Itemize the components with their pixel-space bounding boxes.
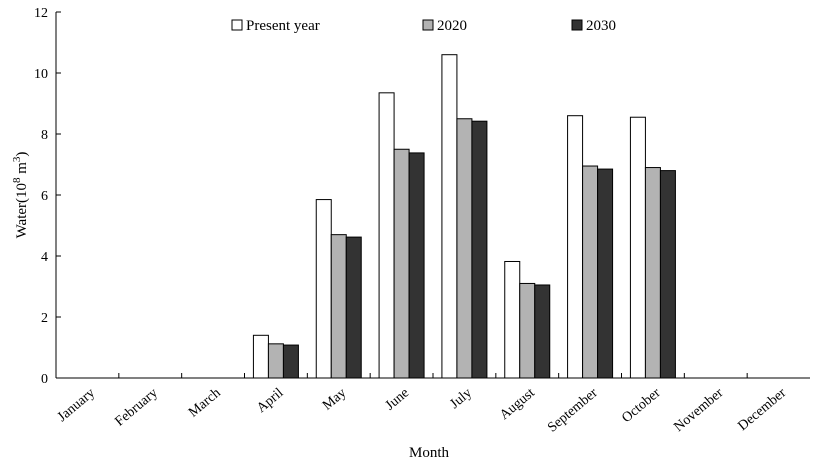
x-tick-label: June <box>383 386 412 414</box>
bar <box>393 148 410 379</box>
bar <box>471 120 488 379</box>
bar <box>519 282 536 379</box>
bar <box>315 199 332 379</box>
bar <box>534 284 551 379</box>
legend-swatch <box>571 19 583 31</box>
bar <box>378 92 395 379</box>
x-tick-label: December <box>735 385 789 434</box>
x-tick-label: October <box>619 385 663 426</box>
bar <box>597 168 614 379</box>
y-tick-label: 10 <box>34 67 48 82</box>
legend-label: 2020 <box>437 18 467 34</box>
bar <box>582 165 599 379</box>
bar <box>659 170 676 379</box>
x-tick-label: April <box>254 386 286 417</box>
y-tick-label: 0 <box>41 372 48 387</box>
x-tick-label: February <box>112 386 160 430</box>
y-tick-label: 2 <box>41 311 48 326</box>
bar <box>441 54 458 379</box>
x-tick-label: March <box>186 386 224 421</box>
bar <box>267 343 284 379</box>
y-axis: 0 2 4 6 8 10 12 <box>34 6 61 387</box>
legend-label: 2030 <box>586 18 616 34</box>
x-tick-label: November <box>671 385 726 435</box>
x-axis: January February March April May June July Augu… <box>55 373 810 436</box>
bar <box>456 118 473 379</box>
bar <box>282 344 299 379</box>
y-tick-label: 8 <box>41 128 48 143</box>
bar <box>629 116 646 379</box>
legend-label: Present year <box>246 18 320 34</box>
y-axis-title: Water(108 m3) <box>11 152 30 239</box>
bar <box>345 236 362 379</box>
bars <box>252 54 676 379</box>
legend-swatch <box>231 19 243 31</box>
bar <box>408 152 425 379</box>
legend-swatch <box>422 19 434 31</box>
bar <box>567 115 584 379</box>
legend: Present year 2020 2030 <box>231 18 616 34</box>
x-tick-label: September <box>545 385 601 435</box>
y-tick-label: 4 <box>41 250 48 265</box>
x-axis-title: Month <box>409 445 450 461</box>
bar <box>644 167 661 379</box>
y-tick-label: 12 <box>34 6 48 21</box>
bar <box>504 260 521 379</box>
x-tick-label: July <box>447 386 475 412</box>
bar <box>330 234 347 379</box>
x-tick-label: January <box>55 386 98 425</box>
bar <box>252 334 269 379</box>
y-tick-label: 6 <box>41 189 48 204</box>
x-tick-label: May <box>320 386 349 414</box>
x-tick-label: August <box>497 386 538 424</box>
